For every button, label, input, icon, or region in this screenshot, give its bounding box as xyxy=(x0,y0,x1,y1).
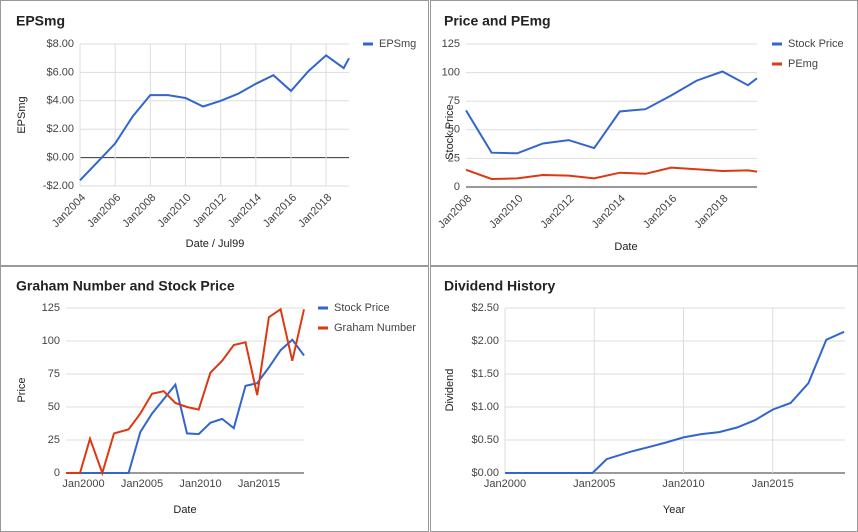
x-tick-label: Jan2015 xyxy=(752,478,794,490)
chart-title: Graham Number and Stock Price xyxy=(16,278,235,294)
x-tick-label: Jan2005 xyxy=(573,478,615,490)
y-tick-label: $2.00 xyxy=(471,335,499,347)
y-tick-label: 0 xyxy=(54,467,60,479)
y-tick-label: $0.00 xyxy=(46,152,74,164)
legend-label: EPSmg xyxy=(379,38,416,50)
x-tick-label: Jan2010 xyxy=(179,478,221,490)
series-line xyxy=(465,166,758,181)
series-line xyxy=(505,330,845,474)
panel xyxy=(0,266,429,532)
series-line xyxy=(79,54,350,181)
x-axis-title: Year xyxy=(663,504,686,516)
panel xyxy=(430,266,858,532)
series-line xyxy=(66,307,305,477)
y-tick-label: $2.00 xyxy=(46,123,74,135)
x-tick-label: Jan2000 xyxy=(484,478,526,490)
y-tick-label: 100 xyxy=(442,67,460,79)
x-tick-label: Jan2015 xyxy=(238,478,280,490)
y-tick-label: $0.00 xyxy=(471,467,499,479)
y-axis-title: Dividend xyxy=(444,369,456,412)
chart-title: EPSmg xyxy=(16,13,65,29)
y-tick-label: 0 xyxy=(454,181,460,193)
y-tick-label: 25 xyxy=(48,434,60,446)
x-axis-title: Date xyxy=(173,504,196,516)
legend-label: Graham Number xyxy=(334,322,416,334)
y-tick-label: 75 xyxy=(448,95,460,107)
y-tick-label: -$2.00 xyxy=(43,180,74,192)
x-axis-title: Date / Jul99 xyxy=(186,238,245,250)
y-tick-label: $1.00 xyxy=(471,401,499,413)
y-tick-label: 100 xyxy=(42,335,60,347)
panel xyxy=(430,0,858,266)
y-tick-label: $1.50 xyxy=(471,368,499,380)
chart-title: Dividend History xyxy=(444,278,555,294)
chart-title: Price and PEmg xyxy=(444,13,551,29)
series-line xyxy=(66,338,305,474)
y-tick-label: 75 xyxy=(48,368,60,380)
y-tick-label: 50 xyxy=(448,124,460,136)
legend-label: Stock Price xyxy=(334,302,390,314)
y-tick-label: $4.00 xyxy=(46,95,74,107)
panel xyxy=(0,0,429,266)
y-tick-label: 125 xyxy=(42,302,60,314)
x-axis-title: Date xyxy=(614,241,637,253)
series-line xyxy=(465,70,758,155)
x-tick-label: Jan2005 xyxy=(121,478,163,490)
y-tick-label: $6.00 xyxy=(46,66,74,78)
x-tick-label: Jan2000 xyxy=(62,478,104,490)
y-tick-label: $0.50 xyxy=(471,434,499,446)
legend-label: PEmg xyxy=(788,58,818,70)
y-tick-label: 125 xyxy=(442,38,460,50)
y-axis-title: Stock Price xyxy=(444,104,456,160)
x-tick-label: Jan2010 xyxy=(662,478,704,490)
y-tick-label: $2.50 xyxy=(471,302,499,314)
y-tick-label: 50 xyxy=(48,401,60,413)
y-axis-title: Price xyxy=(16,377,28,402)
y-tick-label: 25 xyxy=(448,152,460,164)
y-tick-label: $8.00 xyxy=(46,38,74,50)
y-axis-title: EPSmg xyxy=(16,96,28,133)
legend-label: Stock Price xyxy=(788,38,844,50)
